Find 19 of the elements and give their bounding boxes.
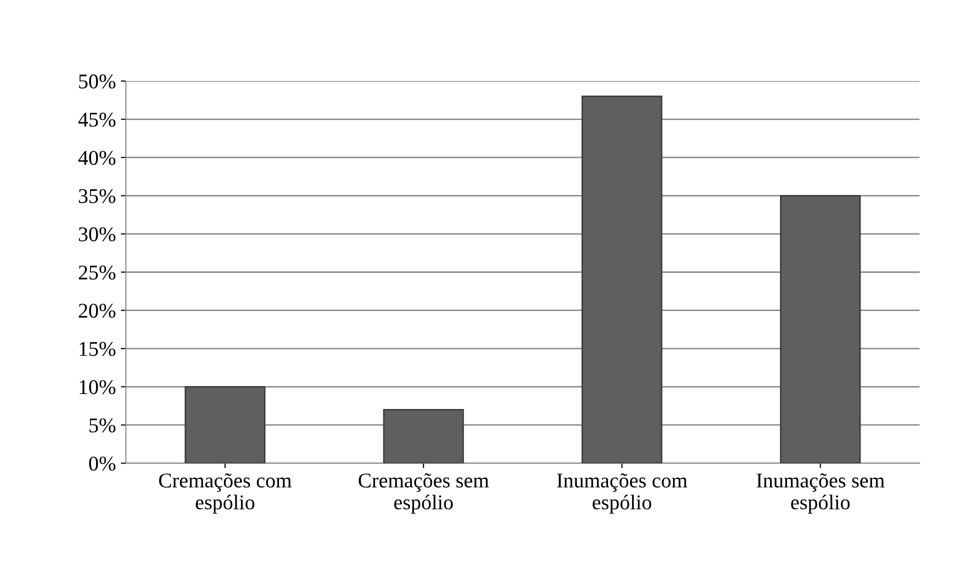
- y-tick-label: 20%: [78, 304, 116, 318]
- bar: [383, 409, 464, 464]
- y-tick-label: 35%: [78, 189, 116, 204]
- bar: [582, 96, 662, 464]
- y-tick-label: 40%: [78, 150, 116, 165]
- y-tick-label: 5%: [90, 418, 116, 432]
- y-tick-label: 0%: [89, 456, 116, 471]
- y-tick-label: 50%: [79, 74, 116, 89]
- x-tick-label: Cremações com espólio: [159, 473, 292, 514]
- bar: [184, 386, 266, 464]
- y-tick-label: 10%: [80, 380, 116, 394]
- x-tick-label: Inumações sem espólio: [756, 473, 885, 514]
- bar: [780, 195, 861, 464]
- y-tick-label: 30%: [78, 227, 116, 242]
- y-tick-label: 25%: [78, 266, 116, 280]
- y-tick-label: 15%: [80, 342, 116, 356]
- x-tick-label: Inumações com espólio: [557, 473, 688, 514]
- y-tick-label: 45%: [78, 112, 116, 127]
- x-tick-label: Cremações sem espólio: [358, 473, 489, 514]
